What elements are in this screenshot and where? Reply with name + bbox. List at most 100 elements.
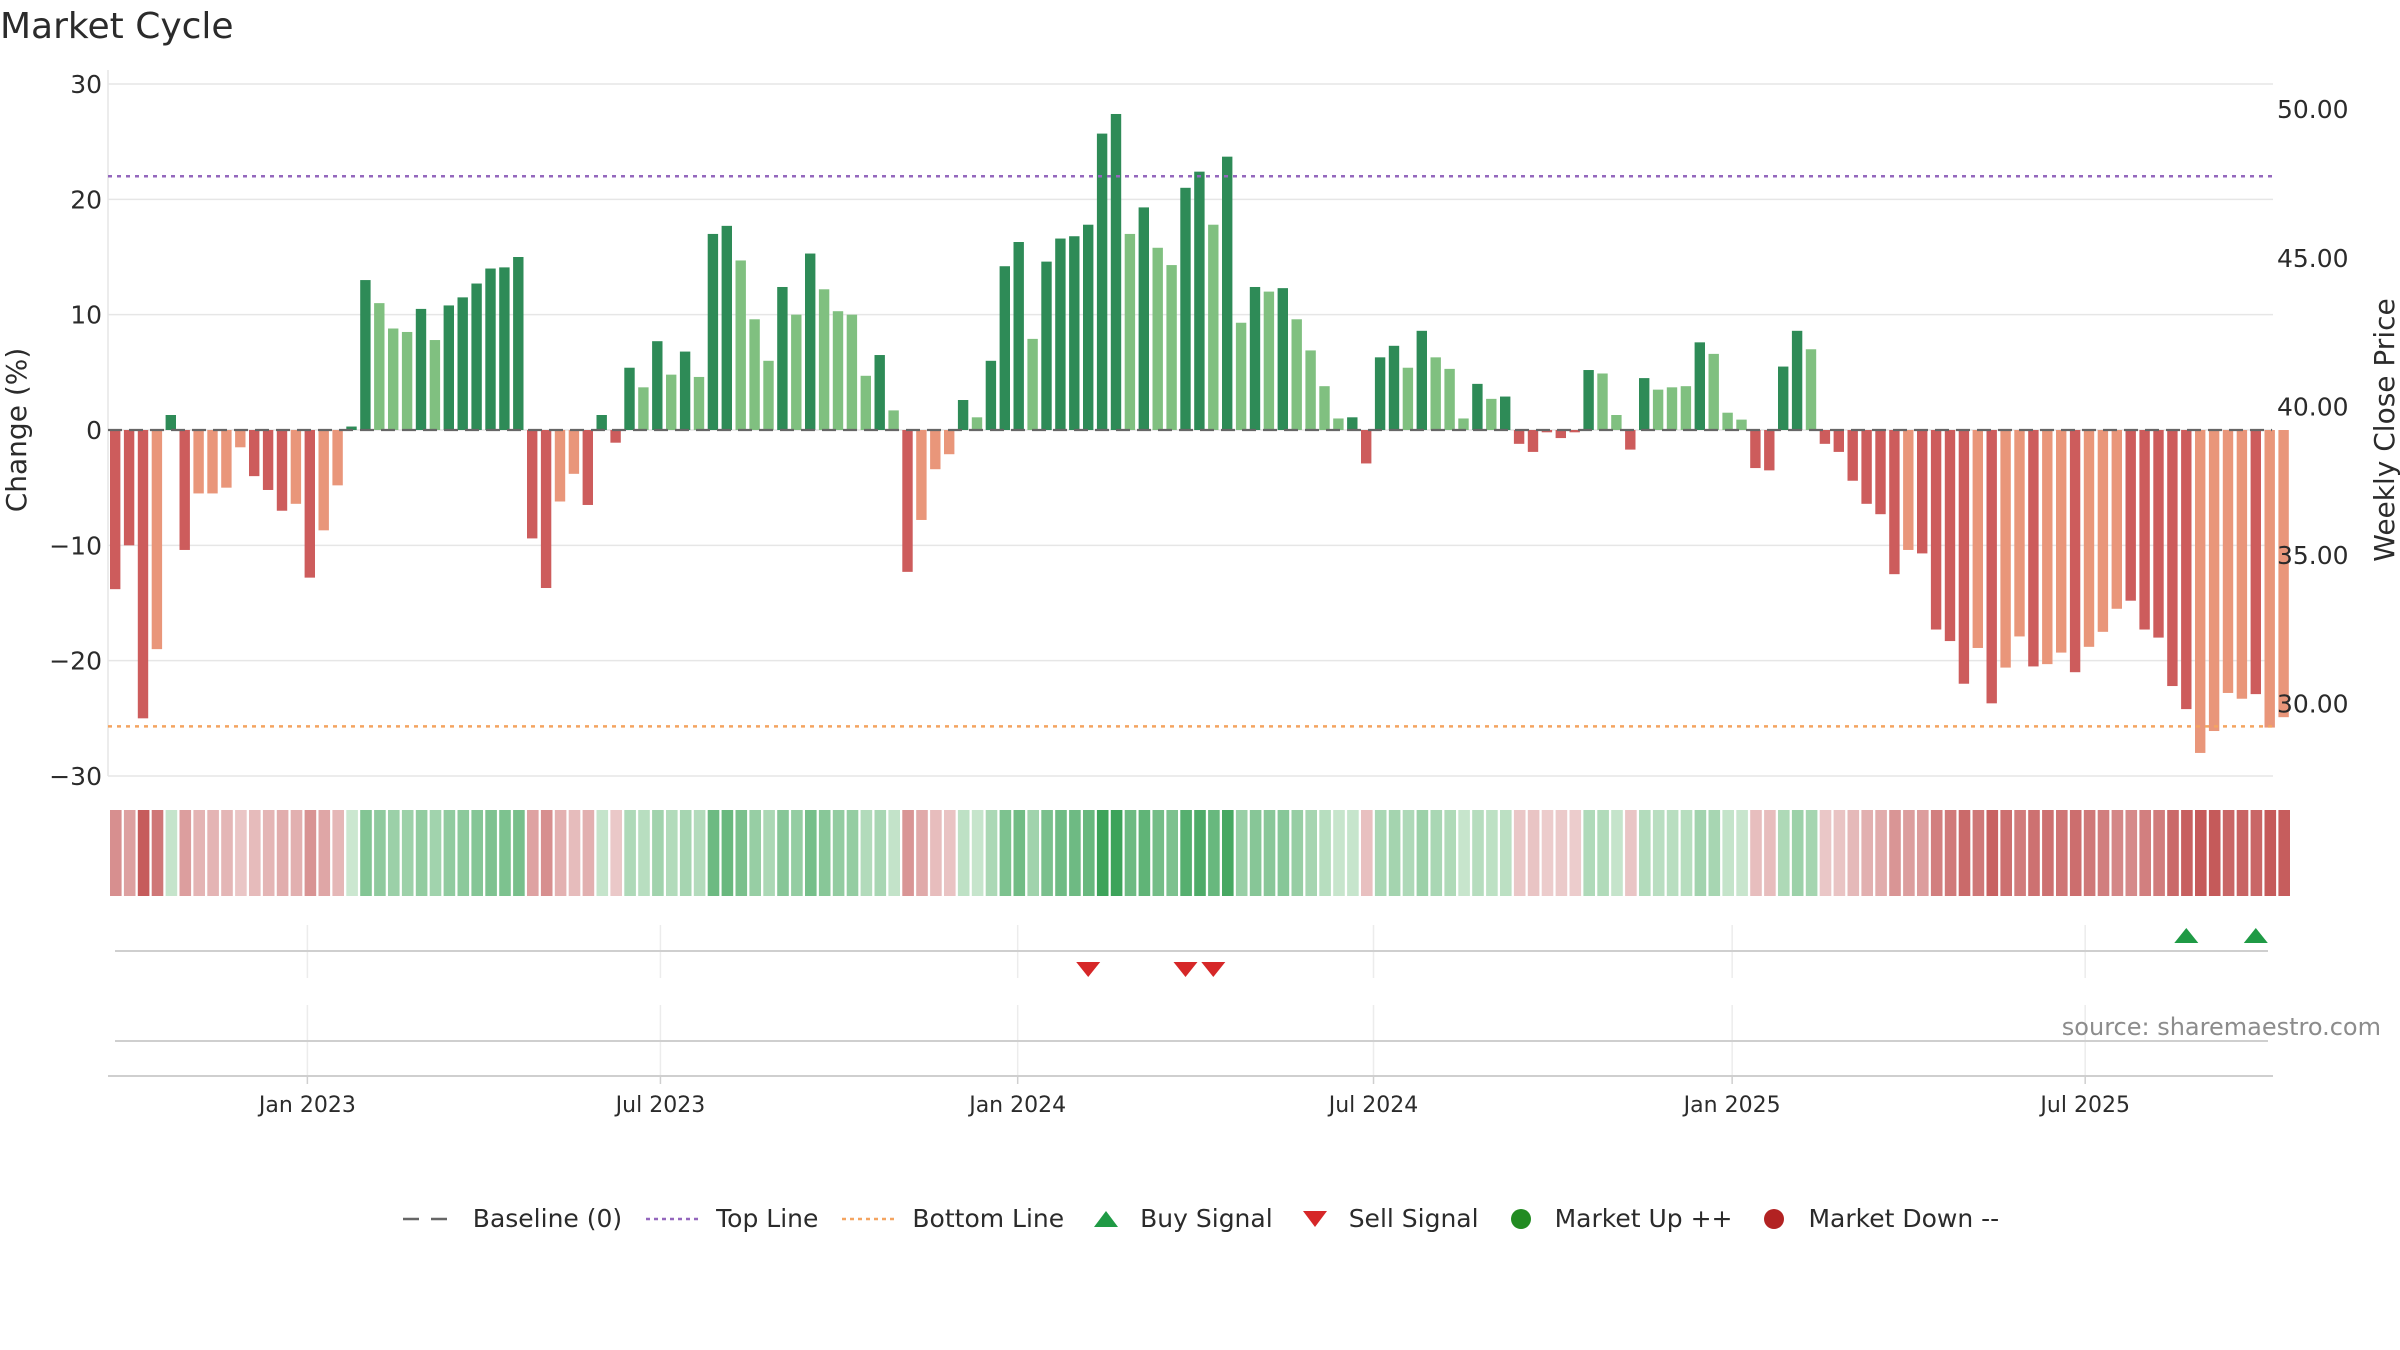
bar [2056, 430, 2067, 653]
heat-cell [1333, 810, 1345, 896]
triangle-down-icon [1295, 1207, 1335, 1231]
heat-cell [276, 810, 289, 896]
bar [1208, 224, 1219, 430]
legend-item[interactable]: Sell Signal [1295, 1204, 1479, 1233]
legend-item[interactable]: Market Up ++ [1501, 1204, 1732, 1233]
y-tick-label: 30 [70, 70, 102, 99]
buy-signal-marker [2174, 928, 2199, 943]
heat-cell [971, 810, 984, 896]
heat-cell [2125, 810, 2138, 896]
bar [1124, 233, 1136, 430]
heat-cell [2056, 810, 2068, 896]
heat-cell [1513, 810, 1526, 896]
y-tick-label: 0 [86, 416, 102, 445]
bar [2236, 430, 2248, 699]
heat-cell [1096, 810, 1109, 896]
bar [388, 328, 399, 430]
heat-cell [1180, 810, 1192, 896]
heat-cell [1917, 810, 1929, 896]
bar [165, 415, 176, 430]
bar [235, 430, 246, 448]
bar [1805, 349, 1817, 430]
bar [1680, 386, 1692, 430]
bar [1930, 430, 1942, 630]
heat-cell [388, 810, 400, 896]
heat-cell [1778, 810, 1790, 896]
bar [1764, 430, 1775, 471]
heat-cell [1805, 810, 1818, 896]
legend-item[interactable]: Baseline (0) [401, 1204, 622, 1233]
heat-cell [610, 810, 622, 896]
bar [1486, 398, 1497, 430]
source-note: source: sharemaestro.com [2061, 1013, 2381, 1041]
heat-cell [568, 810, 581, 896]
heat-cell [763, 810, 775, 896]
sell-signal-marker [1076, 962, 1101, 977]
axes-layer: 30 20 10 0 −10 −20 −30 50.00 45.00 40.00 35.00 30.0… [0, 70, 2400, 791]
heat-cell [1944, 810, 1957, 896]
heat-cell [638, 810, 650, 896]
buy-signal-marker [2243, 928, 2268, 943]
bar [1611, 415, 1622, 430]
heat-cell [2181, 810, 2193, 896]
bar [554, 430, 566, 502]
heat-cell [165, 810, 178, 896]
bar [360, 280, 371, 430]
bar [1833, 430, 1844, 452]
bar [110, 430, 121, 590]
legend-item[interactable]: Buy Signal [1086, 1204, 1273, 1233]
bar [2097, 430, 2109, 632]
legend-item[interactable]: Bottom Line [840, 1204, 1064, 1233]
bar [457, 297, 468, 430]
heat-cell [2042, 810, 2054, 896]
heat-cell [2097, 810, 2110, 896]
bar [374, 303, 385, 430]
heat-cell [1750, 810, 1762, 896]
heat-cell [554, 810, 567, 896]
bar [2153, 430, 2164, 638]
legend-item[interactable]: Top Line [644, 1204, 818, 1233]
bar [721, 225, 732, 430]
bar [401, 331, 413, 430]
heat-cell [1152, 810, 1165, 896]
heat-cell [137, 810, 150, 896]
bar [1527, 430, 1539, 452]
heat-cell [749, 810, 761, 896]
bar [1291, 319, 1302, 430]
reference-lines [108, 175, 2273, 728]
bar [276, 430, 288, 511]
bar [471, 283, 482, 430]
heat-cell [1249, 810, 1262, 896]
y2-tick-label: 35.00 [2277, 541, 2349, 570]
x-tick-label: Jan 2025 [1682, 1093, 1781, 1118]
bar [1458, 418, 1469, 430]
bar [221, 430, 232, 488]
bar [1875, 430, 1886, 515]
heat-cell [1889, 810, 1901, 896]
heat-cell [957, 810, 970, 896]
heat-cell [401, 810, 414, 896]
bar [1096, 133, 1108, 431]
heat-cell [1124, 810, 1137, 896]
heat-cell [290, 810, 303, 896]
heat-cell [318, 810, 331, 896]
bar [805, 253, 816, 430]
bar [818, 289, 830, 430]
bar [1152, 247, 1163, 430]
legend-item[interactable]: Market Down -- [1754, 1204, 1999, 1233]
bar [707, 233, 719, 430]
bar [1889, 430, 1900, 575]
heat-cell [123, 810, 136, 896]
heat-cell [2139, 810, 2151, 896]
heat-cell [1013, 810, 1026, 896]
heat-cell [235, 810, 247, 896]
bar [860, 375, 871, 430]
heat-cell [2222, 810, 2235, 896]
heat-cell [1847, 810, 1860, 896]
bar [999, 266, 1010, 430]
bar [179, 430, 190, 550]
bar [1374, 357, 1386, 430]
heat-cell [1027, 810, 1039, 896]
heat-cell [1875, 810, 1887, 896]
y2-tick-label: 45.00 [2277, 244, 2349, 273]
